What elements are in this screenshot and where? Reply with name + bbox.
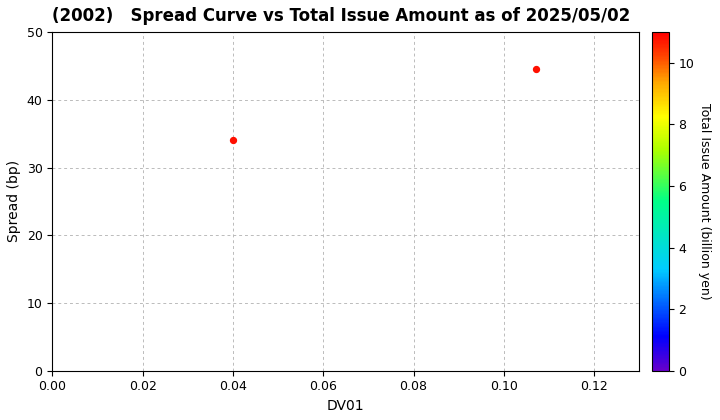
X-axis label: DV01: DV01: [327, 399, 364, 413]
Text: (2002)   Spread Curve vs Total Issue Amount as of 2025/05/02: (2002) Spread Curve vs Total Issue Amoun…: [53, 7, 631, 25]
Point: [227, 137, 238, 144]
Y-axis label: Spread (bp): Spread (bp): [7, 160, 21, 242]
Y-axis label: Total Issue Amount (billion yen): Total Issue Amount (billion yen): [698, 103, 711, 300]
Point: [530, 66, 541, 73]
